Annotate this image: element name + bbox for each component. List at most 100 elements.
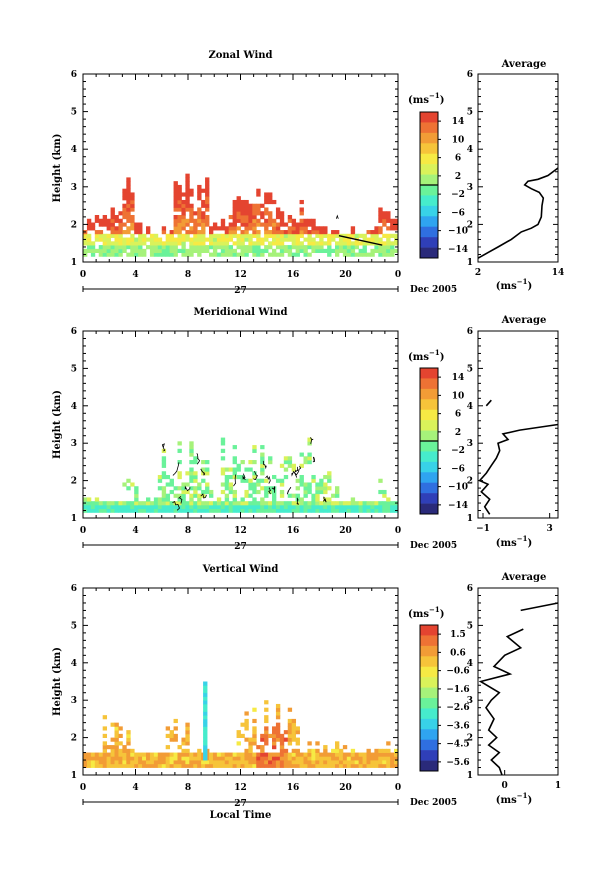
heatmap-cell (319, 226, 324, 231)
contour-line (312, 456, 315, 463)
heatmap-cell (315, 230, 320, 235)
heatmap-cell (354, 501, 360, 506)
heatmap-cell (90, 241, 96, 246)
heatmap-cell (220, 504, 226, 510)
heatmap-cell (181, 748, 186, 753)
heatmap-cell (106, 226, 111, 231)
heatmap-cell (362, 760, 367, 765)
heatmap-cell (252, 241, 257, 246)
contour-line (233, 474, 236, 487)
heatmap-cell (193, 211, 198, 216)
heatmap-cell (268, 504, 273, 510)
heatmap-cell (394, 218, 399, 223)
heatmap-cell (240, 241, 245, 246)
heatmap-cell (86, 241, 92, 246)
heatmap-cell (228, 230, 234, 235)
heatmap-cell (189, 467, 194, 472)
heatmap-cell (287, 493, 293, 498)
heatmap-cell (275, 722, 281, 727)
heatmap-cell (169, 508, 174, 513)
heatmap-cell (248, 215, 253, 220)
heatmap-cell (169, 482, 174, 487)
heatmap-cell (264, 218, 269, 223)
contour-line (253, 471, 258, 481)
heatmap-cell (291, 718, 297, 724)
heatmap-cell (197, 497, 202, 502)
colorbar-swatch (420, 205, 438, 217)
heatmap-cell (386, 760, 391, 765)
contour-line (262, 460, 267, 470)
heatmap-cell (130, 482, 135, 487)
heatmap-cell (177, 763, 182, 768)
heatmap-cell (86, 248, 92, 253)
heatmap-cell (86, 218, 92, 223)
contour-line (184, 485, 191, 492)
contour-line (294, 466, 299, 473)
heatmap-cell (240, 252, 245, 257)
heatmap-cell (264, 245, 269, 250)
heatmap-cell (185, 756, 190, 761)
heatmap-cell (252, 733, 257, 738)
heatmap-cell (232, 508, 237, 513)
heatmap-cell (236, 474, 241, 480)
average-frame (477, 330, 559, 519)
heatmap-cell (287, 722, 293, 727)
heatmap-cell (378, 207, 383, 212)
heatmap-cell (236, 245, 241, 250)
colorbar-swatch (420, 368, 438, 379)
heatmap-cell (378, 248, 383, 253)
colorbar-tick-label: −2 (451, 446, 465, 456)
heatmap-cell (248, 741, 253, 746)
heatmap-cell (94, 237, 100, 242)
heatmap-cell (201, 226, 206, 231)
heatmap-cell (283, 501, 289, 506)
heatmap-cell (272, 226, 277, 231)
heatmap-cell (335, 233, 340, 238)
heatmap-cell (114, 508, 119, 513)
heatmap-cell (390, 222, 395, 227)
heatmap-cell (157, 760, 163, 765)
heatmap-cell (252, 245, 257, 250)
heatmap-cell (165, 756, 171, 761)
heatmap-cell (86, 237, 92, 242)
contour-line (161, 443, 166, 452)
heatmap-cell (264, 730, 269, 735)
heatmap-cell (307, 456, 312, 461)
heatmap-cell (272, 501, 277, 506)
heatmap-cell (197, 241, 202, 246)
heatmap-cell (224, 760, 230, 765)
heatmap-cell (299, 230, 304, 235)
heatmap-cell (240, 211, 245, 216)
heatmap-cell (185, 748, 190, 753)
heatmap-cell (327, 501, 332, 506)
heatmap-cell (378, 756, 383, 761)
heatmap-cell (291, 756, 297, 761)
heatmap-cell (252, 737, 257, 742)
heatmap-cell (98, 760, 104, 765)
heatmap-cell (110, 504, 115, 510)
heatmap-cell (118, 211, 123, 216)
heatmap-cell (94, 497, 100, 502)
heatmap-cell (291, 467, 297, 472)
heatmap-cell (268, 233, 273, 238)
heatmap-cell (130, 196, 135, 201)
heatmap-cell (110, 211, 115, 216)
heatmap-cell (382, 763, 387, 768)
heatmap-cell (197, 188, 202, 193)
contour-line (296, 497, 299, 505)
heatmap-cell (203, 715, 208, 720)
heatmap-cell (102, 763, 108, 768)
heatmap-cell (346, 501, 352, 506)
heatmap-cell (283, 230, 289, 235)
colorbar-tick-label: −1.6 (446, 685, 469, 695)
colorbar-unit-close: ) (440, 352, 445, 363)
heatmap-cell (307, 252, 312, 257)
heatmap-cell (232, 460, 237, 465)
heatmap-cell (118, 508, 123, 513)
heatmap-cell (272, 737, 277, 742)
heatmap-cell (248, 467, 253, 472)
heatmap-cell (295, 222, 300, 227)
heatmap-cell (185, 504, 190, 510)
